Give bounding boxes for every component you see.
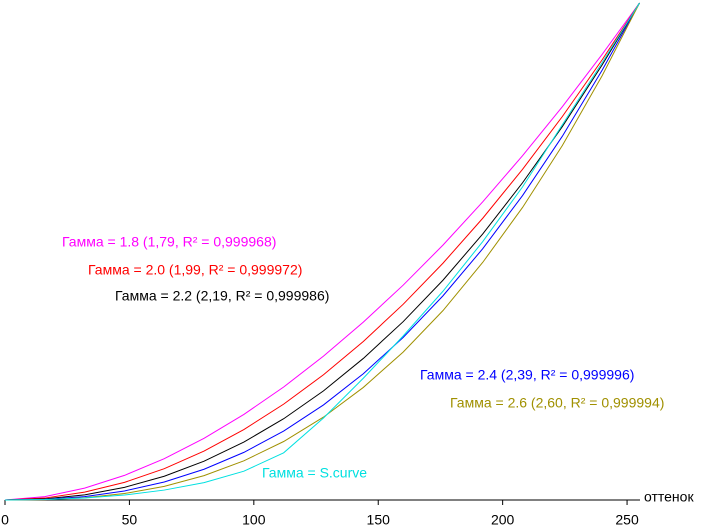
x-tick-label: 150	[367, 512, 391, 528]
curve	[4, 2, 640, 501]
x-tick-label: 250	[615, 512, 639, 528]
x-tick-label: 0	[1, 512, 9, 528]
legend-label: Гамма = 1.8 (1,79, R² = 0,999968)	[62, 234, 276, 250]
legend-label: Гамма = 2.6 (2,60, R² = 0,999994)	[450, 395, 664, 411]
curve	[4, 2, 640, 501]
curve	[4, 2, 640, 501]
legend-label: Гамма = 2.0 (1,99, R² = 0,999972)	[88, 262, 302, 278]
legend-label: Гамма = 2.2 (2,19, R² = 0,999986)	[115, 288, 329, 304]
legend-label: Гамма = 2.4 (2,39, R² = 0,999996)	[420, 367, 634, 383]
x-tick-label: 100	[242, 512, 266, 528]
x-axis-label: оттенок	[644, 489, 694, 505]
curve	[4, 2, 640, 501]
x-tick-label: 200	[491, 512, 515, 528]
curve	[4, 2, 640, 501]
x-tick-label: 50	[122, 512, 138, 528]
curve	[4, 2, 640, 501]
legend-label: Гамма = S.curve	[262, 465, 367, 481]
